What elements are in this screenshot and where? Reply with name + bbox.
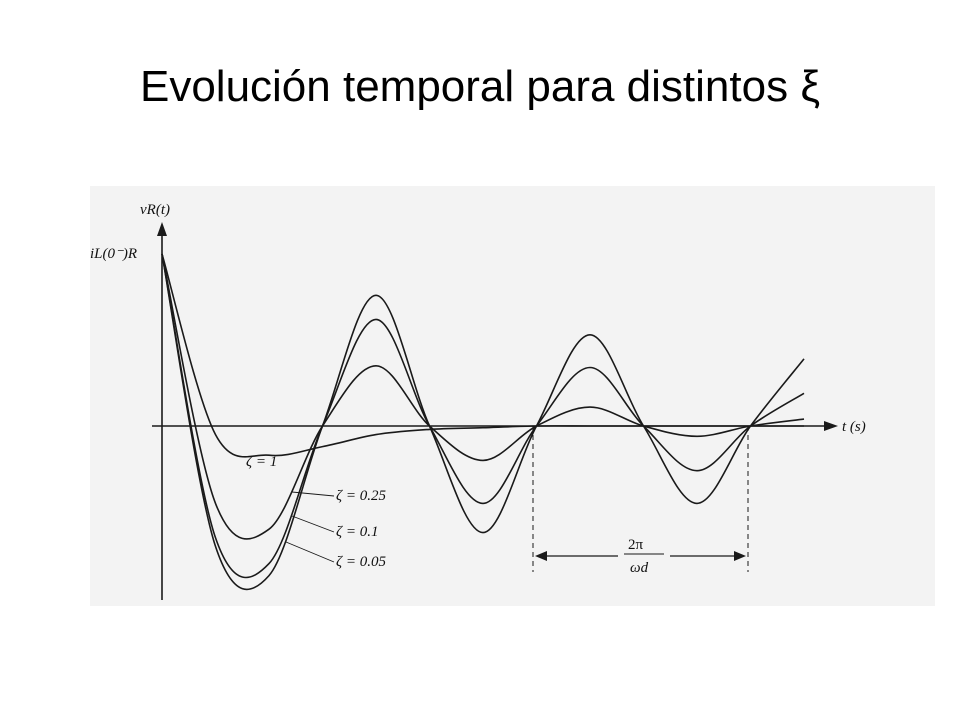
slide-title: Evolución temporal para distintos ξ — [139, 62, 821, 111]
label-zeta-005: ζ = 0.05 — [336, 554, 386, 570]
period-label-denominator: ωd — [630, 560, 649, 576]
label-zeta-01: ζ = 0.1 — [336, 524, 378, 540]
leader-zeta-025 — [291, 491, 335, 497]
x-axis-arrow — [824, 421, 838, 431]
series-line-1 — [161, 253, 805, 540]
x-axis-label: t (s) — [842, 419, 866, 435]
period-label-numerator: 2π — [628, 537, 644, 553]
label-zeta-1: ζ = 1 — [246, 454, 277, 470]
label-zeta-025: ζ = 0.25 — [336, 488, 386, 504]
series-curves — [161, 253, 805, 591]
scanned-figure-background — [90, 186, 935, 606]
series-labels: ζ = 1 ζ = 0.25 ζ = 0.1 ζ = 0.05 — [246, 454, 386, 570]
leader-zeta-01 — [291, 515, 335, 533]
series-line-3 — [161, 253, 805, 591]
leader-zeta-005 — [285, 541, 335, 563]
series-line-2 — [161, 253, 805, 579]
period-arrowhead-right — [734, 551, 746, 561]
y-initial-label: iL(0⁻)R — [90, 246, 137, 262]
y-axis-arrow — [157, 222, 167, 236]
period-arrowhead-left — [535, 551, 547, 561]
y-axis-label: vR(t) — [140, 202, 170, 218]
